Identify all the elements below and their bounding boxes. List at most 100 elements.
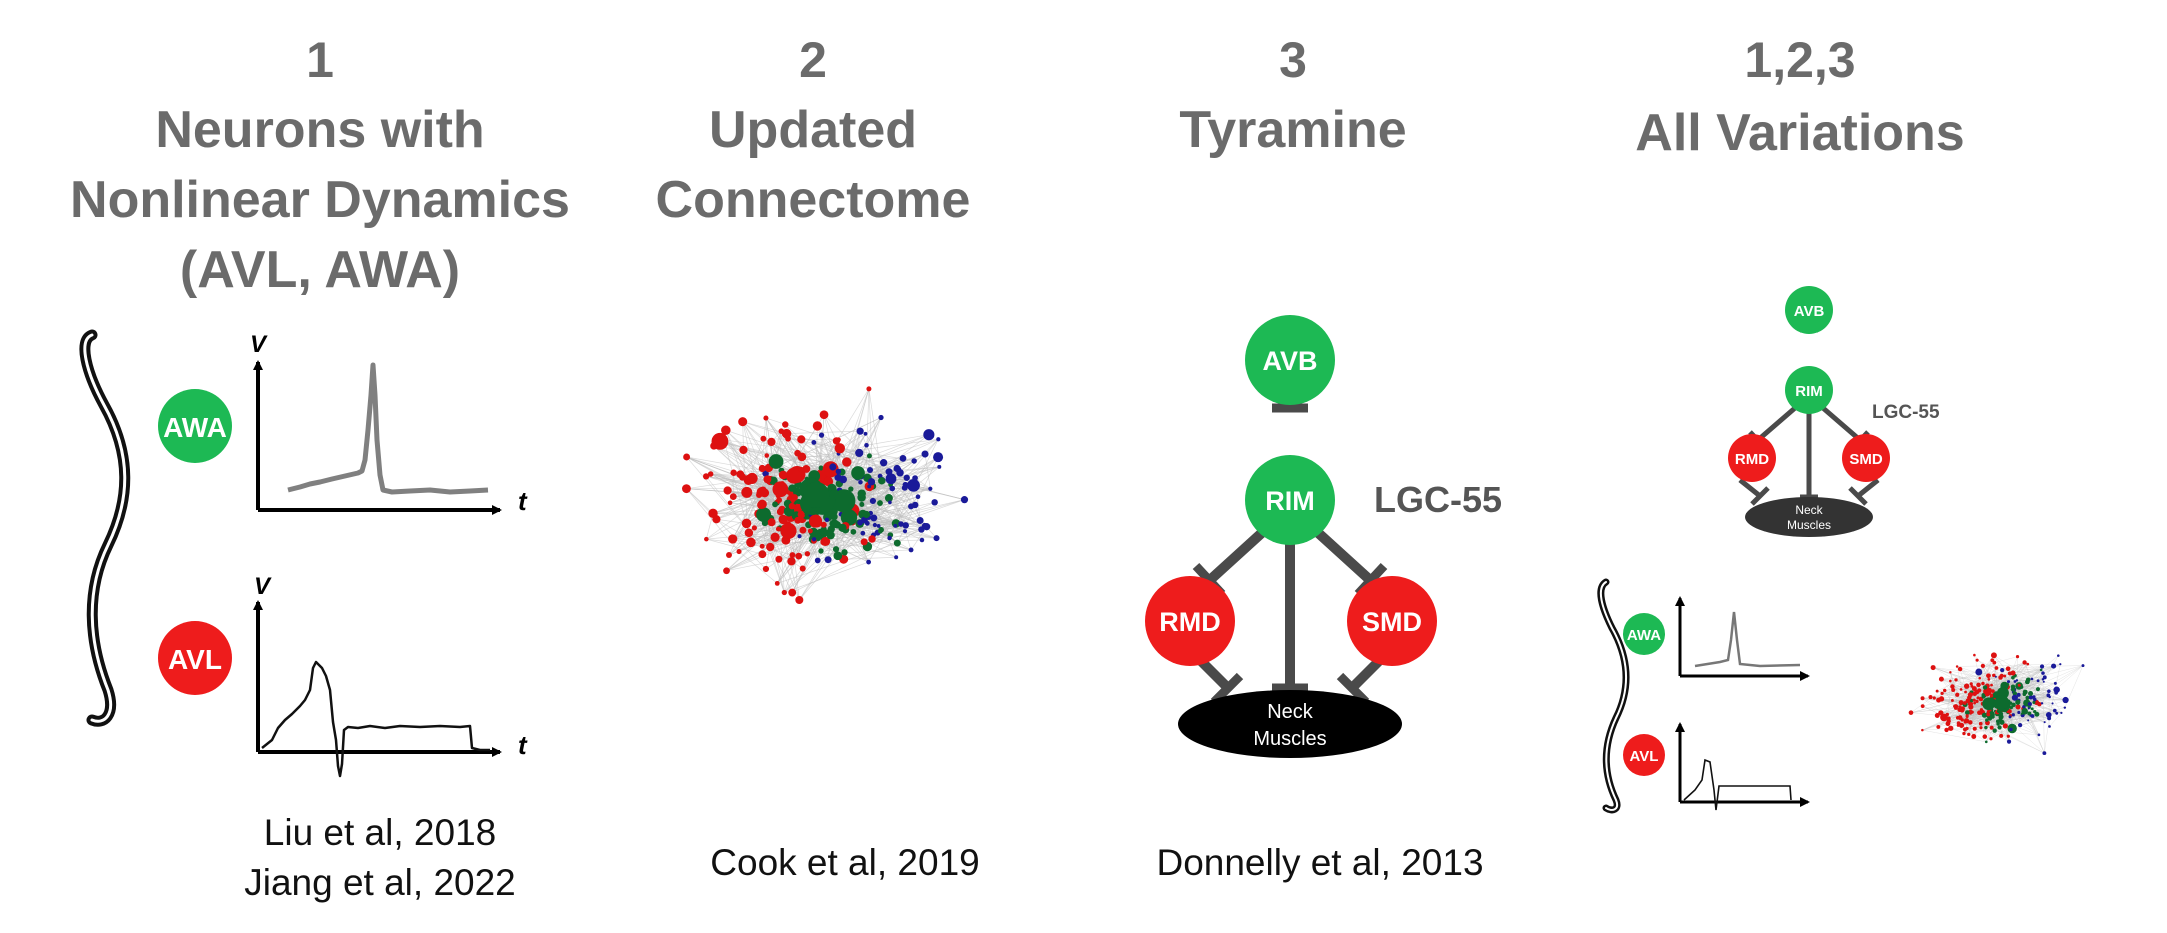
connectome-node (712, 515, 721, 524)
mini-connectome-edge (1968, 714, 2049, 735)
connectome-node (683, 453, 691, 461)
citation-liu: Liu et al, 2018 (263, 812, 497, 853)
mini-awa-label: AWA (1627, 627, 1661, 644)
mini-smd-node (1842, 434, 1890, 482)
mini-connectome-node (2041, 678, 2045, 681)
connectome-node (824, 517, 830, 523)
mini-connectome-node (1948, 725, 1954, 731)
connectome-node (711, 432, 729, 450)
mini-connectome-node (1938, 676, 1944, 682)
mini-connectome-edge (1944, 690, 1963, 720)
mini-connectome-node (2051, 663, 2057, 669)
panel-2-title-line-2: Connectome (655, 171, 971, 229)
mini-connectome-node (1934, 713, 1940, 718)
mini-connectome-node (1953, 704, 1956, 708)
connectome-node (707, 471, 714, 477)
mini-connectome-node (2027, 719, 2030, 722)
connectome-node (789, 552, 796, 558)
connectome-node (818, 432, 825, 438)
connectome-node (858, 480, 863, 485)
mini-connectome-node (2081, 664, 2085, 668)
connectome-node (879, 459, 888, 467)
connectome-node (799, 565, 806, 572)
mini-connectome-node (2032, 695, 2036, 699)
connectome-node (808, 514, 823, 528)
mini-connectome-edge (1954, 655, 1995, 707)
connectome-node (766, 542, 775, 552)
mini-connectome-node (2045, 712, 2052, 718)
connectome-node (756, 491, 763, 499)
mini-connectome-node (2028, 695, 2033, 700)
mini-connectome-node (1999, 733, 2004, 738)
mini-rim-label: RIM (1795, 383, 1823, 400)
mini-connectome-node (1978, 676, 1982, 680)
connectome-node (878, 529, 883, 534)
connectome-network (682, 386, 969, 605)
mini-connectome-node (1990, 658, 1995, 663)
panel-4-number: 1,2,3 (1744, 32, 1856, 88)
connectome-node (863, 431, 868, 436)
mini-connectome-edge (1956, 666, 1966, 705)
connectome-node (795, 552, 803, 560)
awa-voltage-plot: V t (250, 331, 528, 516)
connectome-node (867, 484, 872, 489)
mini-connectome-node (1982, 734, 1988, 739)
connectome-node (767, 437, 776, 447)
connectome-edge (784, 561, 869, 593)
mini-connectome-node (2057, 654, 2060, 657)
connectome-edge (867, 526, 927, 547)
connectome-node (867, 478, 876, 486)
connectome-node (770, 532, 780, 542)
mini-connectome-node (1965, 726, 1969, 731)
connectome-node (819, 530, 825, 536)
connectome-node (775, 555, 783, 563)
mini-connectome-node (2037, 733, 2041, 737)
connectome-node (827, 525, 835, 533)
mini-connectome-node (1991, 689, 1995, 693)
connectome-edge (890, 484, 912, 551)
mini-connectome-node (2039, 668, 2043, 672)
connectome-node (774, 580, 780, 586)
connectome-node (797, 435, 806, 444)
mini-connectome-node (2025, 695, 2030, 700)
mini-connectome-node (2017, 722, 2023, 728)
mini-connectome-node (1950, 684, 1955, 689)
mini-connectome-node (1984, 691, 1990, 697)
mini-connectome-node (2042, 675, 2047, 680)
connectome-node (834, 473, 842, 482)
mini-connectome-node (1962, 701, 1967, 705)
connectome-node (798, 466, 804, 473)
mini-connectome-node (1987, 677, 1991, 681)
connectome-node (820, 521, 827, 528)
connectome-node (893, 523, 898, 528)
connectome-node (923, 429, 935, 441)
mini-connectome-edge (2044, 718, 2050, 754)
mini-connectome-node (2012, 691, 2018, 696)
connectome-node (757, 501, 765, 509)
mini-connectome-node (1935, 689, 1939, 693)
neck-muscles-line-2: Muscles (1253, 728, 1326, 750)
connectome-node (778, 470, 788, 480)
mini-awa-neuron: AWA (1623, 613, 1665, 655)
mini-connectome-node (1976, 696, 1980, 700)
connectome-node (878, 477, 886, 485)
mini-connectome-node (1958, 700, 1964, 706)
mini-connectome-node (2011, 675, 2015, 680)
mini-connectome-node (2015, 679, 2019, 682)
connectome-node (739, 445, 748, 455)
mini-connectome-edge (2016, 680, 2056, 684)
connectome-node (751, 525, 757, 531)
connectome-node (738, 417, 748, 427)
connectome-node (840, 509, 858, 526)
mini-connectome-nodes (1908, 652, 2085, 756)
connectome-node (786, 490, 791, 495)
connectome-edge (777, 542, 898, 584)
connectome-node (841, 549, 848, 556)
connectome-node (848, 486, 854, 492)
connectome-node (884, 494, 893, 503)
mini-awa-voltage-plot (1675, 596, 1810, 681)
panel-1-title-line-2: Nonlinear Dynamics (70, 171, 570, 229)
mini-connectome-node (1963, 683, 1970, 689)
connectome-node (772, 481, 789, 498)
